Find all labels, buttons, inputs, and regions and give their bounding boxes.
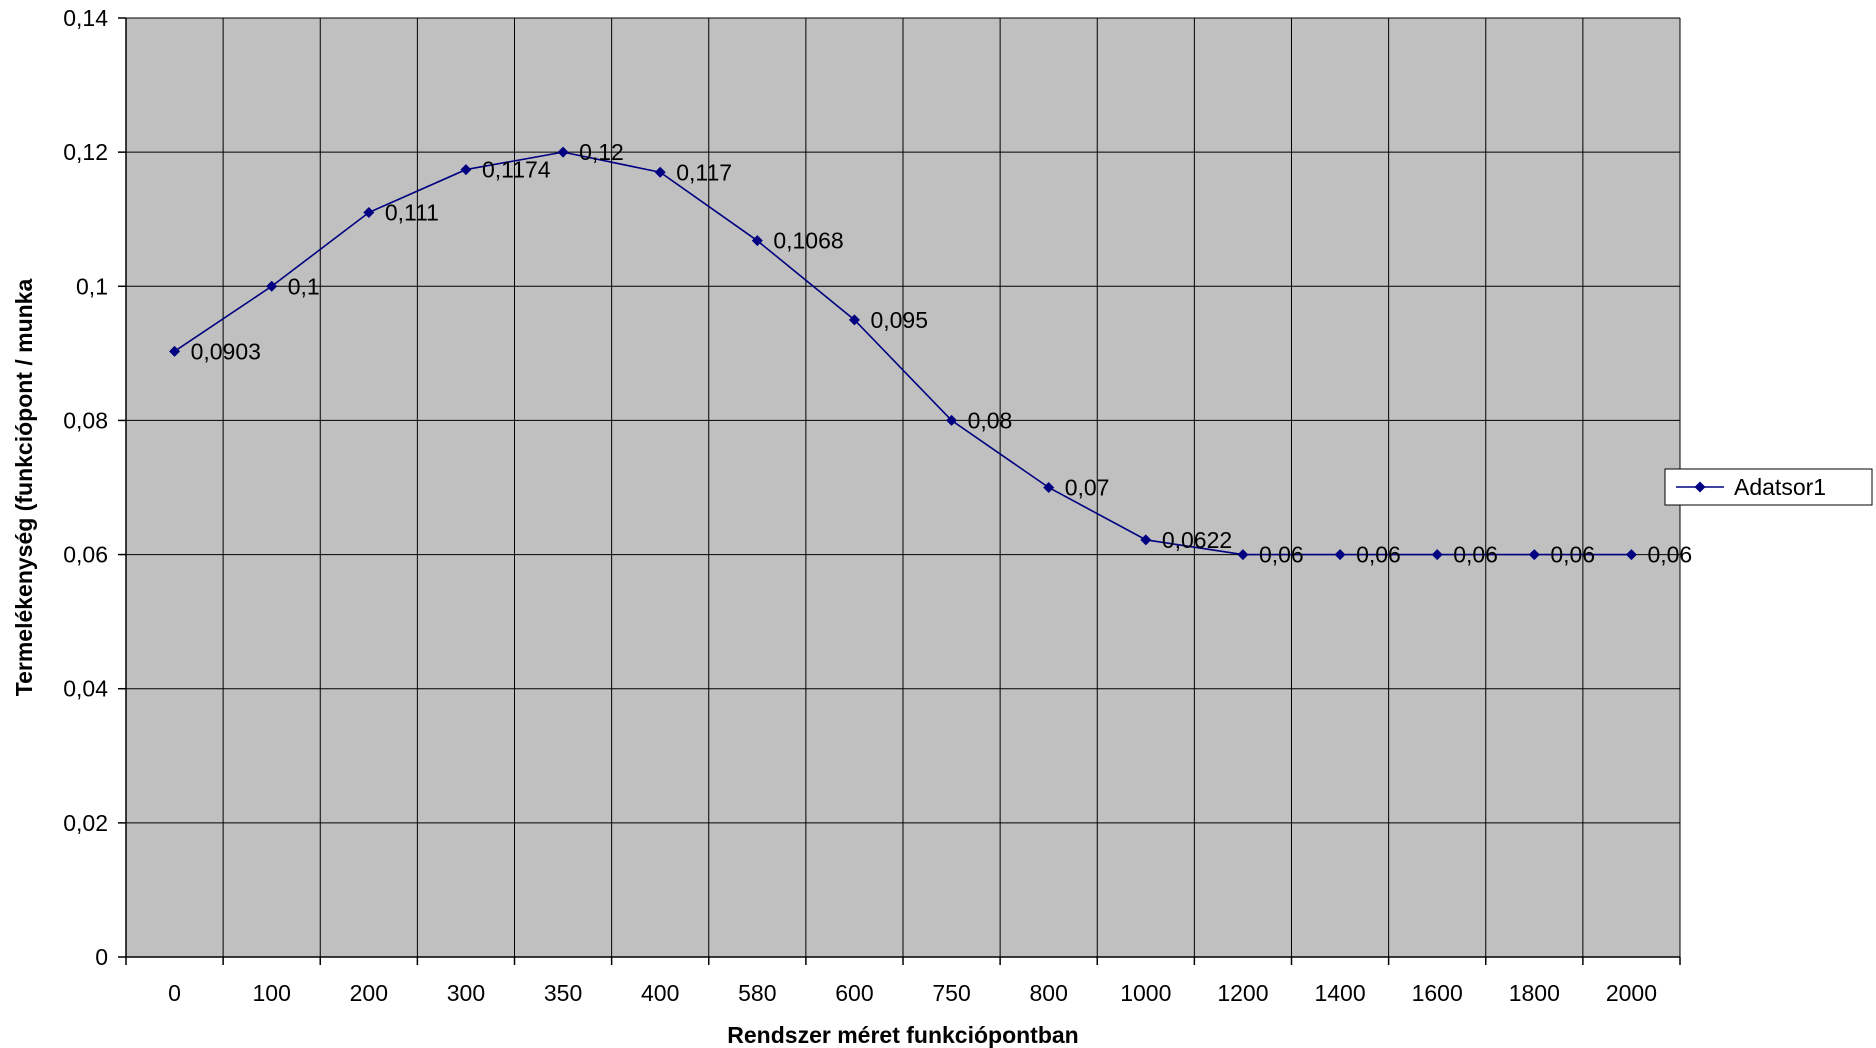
x-tick-label: 350 xyxy=(544,980,582,1006)
y-tick-label: 0 xyxy=(95,944,108,970)
series-line xyxy=(169,146,1637,561)
data-point-label: 0,1068 xyxy=(773,228,843,254)
data-point-label: 0,111 xyxy=(385,200,439,226)
x-tick-label: 1200 xyxy=(1217,980,1268,1006)
legend: Adatsor1 xyxy=(1664,468,1873,506)
data-point-label: 0,06 xyxy=(1647,542,1692,568)
y-tick-label: 0,12 xyxy=(63,139,108,165)
data-point-label: 0,12 xyxy=(579,139,624,165)
data-point-marker xyxy=(266,280,278,292)
y-axis-title: Termelékenység (funkciópont / munka xyxy=(11,279,37,697)
legend-series-name: Adatsor1 xyxy=(1734,474,1826,500)
x-tick-label: 0 xyxy=(168,980,181,1006)
data-point-label: 0,06 xyxy=(1453,542,1498,568)
data-point-label: 0,06 xyxy=(1550,542,1595,568)
x-tick-label: 400 xyxy=(641,980,679,1006)
y-tick-label: 0,04 xyxy=(63,676,108,702)
x-tick-label: 750 xyxy=(932,980,970,1006)
data-point-marker xyxy=(1334,549,1346,561)
gridlines xyxy=(126,17,1681,957)
data-point-marker xyxy=(460,164,472,176)
y-tick-label: 0,14 xyxy=(63,5,108,31)
data-point-marker xyxy=(1431,549,1443,561)
x-tick-label: 2000 xyxy=(1606,980,1657,1006)
data-point-label: 0,06 xyxy=(1259,542,1304,568)
x-tick-label: 1400 xyxy=(1314,980,1365,1006)
data-point-label: 0,07 xyxy=(1065,475,1110,501)
data-point-label: 0,0622 xyxy=(1162,527,1232,553)
x-tick-label: 580 xyxy=(738,980,776,1006)
legend-series-marker xyxy=(1694,481,1706,493)
data-point-label: 0,0903 xyxy=(191,338,261,364)
data-point-marker xyxy=(363,207,375,219)
y-tick-label: 0,1 xyxy=(76,273,108,299)
x-tick-label: 1800 xyxy=(1509,980,1560,1006)
x-axis-title: Rendszer méret funkciópontban xyxy=(727,1022,1078,1048)
data-point-marker xyxy=(1528,549,1540,561)
data-labels: 0,0903 0,1 0,111 0,1174 0,12 0,117 0,1068 0,095… xyxy=(191,139,1693,567)
data-point-label: 0,117 xyxy=(676,159,732,185)
data-point-label: 0,1174 xyxy=(482,157,551,183)
x-tick-label: 100 xyxy=(253,980,291,1006)
data-point-marker xyxy=(654,166,666,178)
y-tick-label: 0,08 xyxy=(63,407,108,433)
x-tick-label: 800 xyxy=(1030,980,1068,1006)
series-line-path xyxy=(174,151,1632,556)
data-point-marker xyxy=(1237,549,1249,561)
y-tick-label: 0,02 xyxy=(63,810,108,836)
x-tick-label: 300 xyxy=(447,980,485,1006)
x-tick-label: 1600 xyxy=(1412,980,1463,1006)
data-point-label: 0,1 xyxy=(288,273,320,299)
data-point-marker xyxy=(1043,482,1055,493)
data-point-label: 0,095 xyxy=(870,307,928,333)
y-tick-label: 0,06 xyxy=(63,542,108,568)
x-axis-ticks: 0 100 200 300 350 400 580 600 750 800 1000 1200 1400… xyxy=(125,957,1681,1006)
data-point-marker xyxy=(557,146,569,158)
data-point-marker xyxy=(1140,534,1152,546)
data-point-label: 0,06 xyxy=(1356,542,1401,568)
data-point-marker xyxy=(751,235,763,247)
data-point-marker xyxy=(169,345,181,357)
data-point-marker xyxy=(946,414,958,426)
x-tick-label: 200 xyxy=(350,980,388,1006)
data-point-label: 0,08 xyxy=(968,407,1013,433)
data-point-marker xyxy=(848,314,860,326)
x-tick-label: 1000 xyxy=(1120,980,1171,1006)
data-point-marker xyxy=(1625,549,1637,561)
y-axis-ticks: 0 0,02 0,04 0,06 0,08 0,1 0,12 0,14 xyxy=(63,5,126,970)
x-tick-label: 600 xyxy=(835,980,873,1006)
